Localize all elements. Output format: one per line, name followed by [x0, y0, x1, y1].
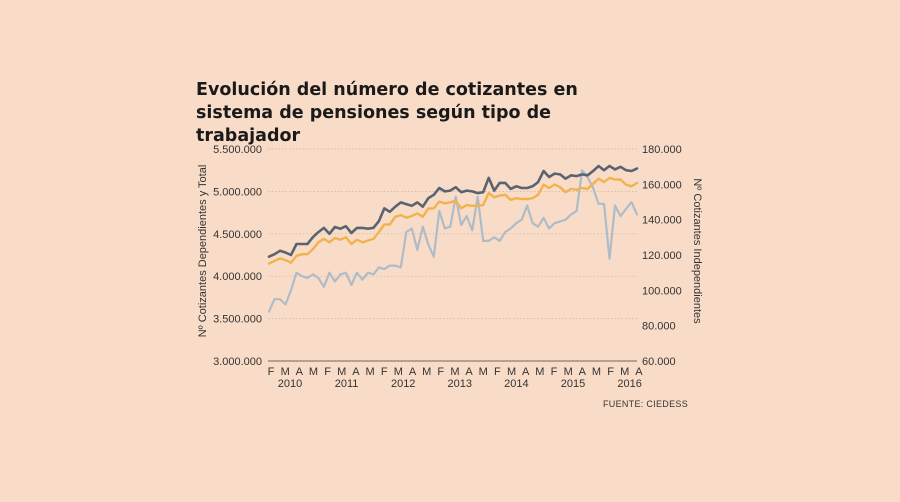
left-tick-label: 3.000.000 — [213, 356, 262, 368]
x-tick-label: F — [494, 366, 501, 378]
x-tick-label: A — [635, 366, 643, 378]
x-tick-label: F — [381, 366, 388, 378]
x-tick-label: A — [352, 366, 360, 378]
x-year-label: 2015 — [561, 378, 585, 390]
series-lines — [267, 164, 639, 313]
x-year-label: 2010 — [278, 378, 302, 390]
series-dependientes-line — [267, 176, 639, 265]
series-independientes-line — [267, 169, 639, 313]
x-tick-label: F — [324, 366, 331, 378]
x-tick-label: F — [607, 366, 614, 378]
x-tick-label: M — [479, 366, 488, 378]
left-tick-label: 5.500.000 — [213, 144, 262, 156]
right-tick-label: 120.000 — [642, 250, 682, 262]
x-tick-label: F — [268, 366, 275, 378]
x-year-label: 2014 — [504, 378, 528, 390]
x-year-label: 2012 — [391, 378, 415, 390]
series-total-line — [267, 164, 639, 259]
chart-title: Evolución del número de cotizantes en si… — [196, 80, 578, 146]
x-year-label: 2016 — [617, 378, 641, 390]
left-tick-label: 3.500.000 — [213, 314, 262, 326]
right-tick-label: 140.000 — [642, 215, 682, 227]
x-tick-label: A — [465, 366, 473, 378]
x-tick-label: M — [422, 366, 431, 378]
right-axis-ticks: 60.000 80.000 100.000 120.000 140.000 160.000… — [642, 144, 682, 368]
x-tick-label: F — [551, 366, 558, 378]
right-tick-label: 180.000 — [642, 144, 682, 156]
right-tick-label: 80.000 — [642, 321, 676, 333]
grid-lines — [268, 148, 637, 362]
x-tick-label: A — [296, 366, 304, 378]
x-tick-label: M — [564, 366, 573, 378]
x-tick-label: M — [309, 366, 318, 378]
x-tick-label: M — [535, 366, 544, 378]
x-tick-label: M — [507, 366, 516, 378]
x-tick-label: M — [365, 366, 374, 378]
x-year-label: 2013 — [448, 378, 472, 390]
x-tick-label: A — [522, 366, 530, 378]
left-tick-label: 5.000.000 — [213, 186, 262, 198]
right-tick-label: 60.000 — [642, 356, 676, 368]
y-axis-title-left: Nº Cotizantes Dependientes y Total — [197, 165, 209, 338]
x-tick-label: M — [450, 366, 459, 378]
left-tick-label: 4.000.000 — [213, 271, 262, 283]
right-tick-label: 100.000 — [642, 285, 682, 297]
x-tick-label: A — [409, 366, 417, 378]
x-tick-label: M — [394, 366, 403, 378]
x-tick-label: F — [437, 366, 444, 378]
source-note: FUENTE: CIEDESS — [602, 399, 688, 409]
left-axis-ticks: 3.000.000 3.500.000 4.000.000 4.500.000 5.00… — [213, 144, 262, 368]
x-tick-label: M — [620, 366, 629, 378]
x-year-label: 2011 — [335, 378, 359, 390]
x-tick-label: M — [281, 366, 290, 378]
y-axis-title-right: Nº Cotizantes Independientes — [691, 178, 703, 324]
right-tick-label: 160.000 — [642, 179, 682, 191]
x-tick-label: M — [592, 366, 601, 378]
x-tick-label: A — [579, 366, 587, 378]
x-tick-label: M — [337, 366, 346, 378]
left-tick-label: 4.500.000 — [213, 229, 262, 241]
